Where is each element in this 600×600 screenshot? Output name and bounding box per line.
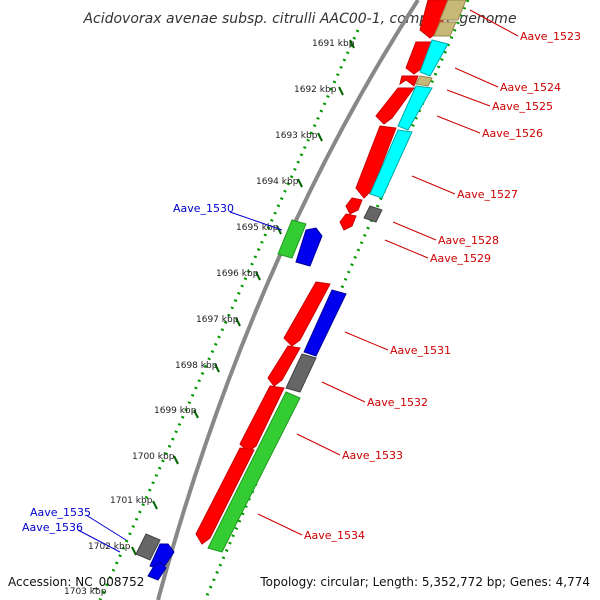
- left-gene-labels: Aave_1530 Aave_1535 Aave_1536: [22, 202, 234, 534]
- gene-aave-1529-red[interactable]: [339, 213, 357, 231]
- gene-label[interactable]: Aave_1531: [390, 344, 451, 357]
- gene-label[interactable]: Aave_1532: [367, 396, 428, 409]
- inner-track-genes: [207, 0, 467, 553]
- gene-label[interactable]: Aave_1533: [342, 449, 403, 462]
- gene-label[interactable]: Aave_1525: [492, 100, 553, 113]
- tick-label: 1692 kbp: [294, 85, 337, 95]
- reverse-strand-genes: [135, 219, 323, 581]
- gene-aave-1528-gray[interactable]: [363, 205, 383, 223]
- genome-backbone: [156, 0, 420, 600]
- leader-line: [321, 381, 366, 403]
- tick-1691: [349, 39, 355, 49]
- tick-label: 1699 kbp: [154, 406, 197, 416]
- leader-line: [85, 514, 127, 541]
- tick-label: 1695 kbp: [236, 223, 279, 233]
- tick-1692: [338, 86, 344, 96]
- gene-aave-1523-tan[interactable]: [439, 0, 467, 21]
- gene-aave-1533-red[interactable]: [239, 385, 285, 453]
- tick-label: 1693 kbp: [275, 131, 318, 141]
- leader-line: [296, 433, 341, 456]
- gene-label[interactable]: Aave_1528: [438, 234, 499, 247]
- gene-aave-1523-tan-2[interactable]: [433, 21, 457, 37]
- gene-label[interactable]: Aave_1535: [30, 506, 91, 519]
- leader-line: [257, 513, 303, 536]
- leader-line: [446, 89, 491, 107]
- tick-1701: [152, 500, 158, 510]
- tick-marks: [131, 39, 355, 556]
- tick-1696: [255, 271, 261, 281]
- gene-aave-1532-gray[interactable]: [285, 353, 317, 393]
- tick-1702: [131, 546, 137, 556]
- tick-label: 1691 kbp: [312, 39, 355, 49]
- tick-label: 1703 kbp: [64, 587, 107, 597]
- gene-aave-1528-red[interactable]: [345, 197, 363, 215]
- gene-label[interactable]: Aave_1524: [500, 81, 561, 94]
- leader-line: [392, 221, 437, 241]
- tick-1695: [276, 225, 282, 235]
- gene-label[interactable]: Aave_1523: [520, 30, 581, 43]
- tick-label: 1700 kbp: [132, 452, 175, 462]
- gene-label[interactable]: Aave_1526: [482, 127, 543, 140]
- gene-aave-1530-blue[interactable]: [295, 227, 323, 267]
- gene-aave-1534-red[interactable]: [195, 447, 255, 545]
- tick-track: [98, 29, 360, 600]
- gene-aave-1526-red[interactable]: [375, 87, 415, 125]
- tick-label: 1696 kbp: [216, 269, 259, 279]
- gene-label[interactable]: Aave_1534: [304, 529, 365, 542]
- gene-aave-1524-cyan[interactable]: [419, 39, 449, 77]
- gene-label[interactable]: Aave_1536: [22, 521, 83, 534]
- gene-aave-1531-red[interactable]: [283, 281, 331, 347]
- tick-1694: [297, 178, 303, 188]
- tick-1700: [173, 455, 179, 465]
- left-leader-lines: [77, 211, 283, 553]
- gene-aave-1530-green[interactable]: [277, 219, 307, 259]
- gene-aave-1534-green[interactable]: [207, 391, 301, 553]
- tick-1699: [193, 409, 199, 419]
- right-leader-lines: [257, 9, 519, 536]
- leader-line: [469, 9, 519, 37]
- leader-line: [411, 175, 456, 195]
- leader-line: [454, 67, 499, 88]
- gene-aave-1535-blue[interactable]: [149, 543, 175, 571]
- tick-1697: [235, 317, 241, 327]
- tick-1698: [214, 363, 220, 373]
- leader-line: [229, 211, 283, 231]
- accession-label: Accession: NC_008752: [8, 575, 144, 589]
- tick-label: 1697 kbp: [196, 315, 239, 325]
- gene-aave-1531-blue[interactable]: [303, 289, 347, 357]
- gene-aave-1524-red[interactable]: [405, 41, 433, 75]
- gene-label[interactable]: Aave_1530: [173, 202, 234, 215]
- gene-aave-1526-cyan[interactable]: [397, 85, 433, 131]
- tick-label: 1698 kbp: [175, 361, 218, 371]
- forward-strand-genes: [195, 0, 451, 545]
- gene-aave-1535-gray[interactable]: [135, 533, 161, 561]
- gene-aave-1525-tan[interactable]: [415, 75, 433, 87]
- leader-line: [436, 115, 481, 134]
- gene-aave-1536-blue[interactable]: [147, 561, 167, 581]
- topology-label: Topology: circular; Length: 5,352,772 bp…: [259, 575, 590, 589]
- gene-aave-1527-red[interactable]: [355, 125, 397, 199]
- leader-line: [384, 239, 429, 259]
- leader-line: [344, 331, 389, 351]
- gene-aave-1525-red[interactable]: [399, 75, 419, 87]
- leader-line: [77, 529, 121, 553]
- gene-label[interactable]: Aave_1527: [457, 188, 518, 201]
- tick-label: 1694 kbp: [256, 177, 299, 187]
- gene-label[interactable]: Aave_1529: [430, 252, 491, 265]
- gene-aave-1527-cyan[interactable]: [369, 129, 413, 199]
- right-gene-labels: Aave_1523 Aave_1524 Aave_1525 Aave_1526 …: [304, 30, 581, 542]
- gene-aave-1532-red[interactable]: [267, 345, 301, 387]
- tick-label: 1702 kbp: [88, 542, 131, 552]
- tick-label: 1701 kbp: [110, 496, 153, 506]
- tick-1693: [317, 132, 323, 142]
